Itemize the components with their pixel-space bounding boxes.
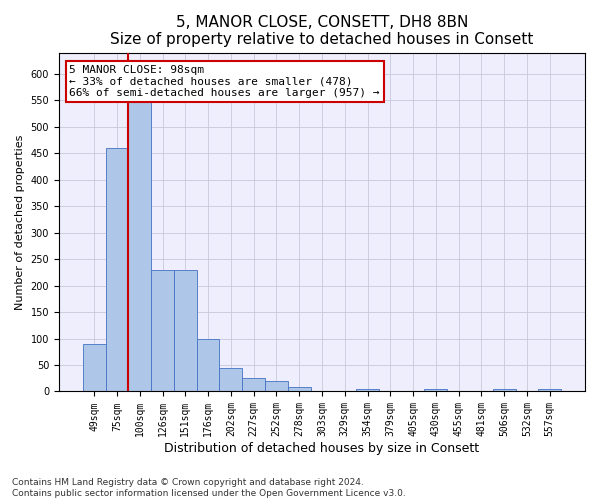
- Bar: [197, 338, 220, 392]
- Bar: [356, 389, 379, 392]
- Bar: [220, 368, 242, 392]
- Y-axis label: Number of detached properties: Number of detached properties: [15, 134, 25, 310]
- X-axis label: Distribution of detached houses by size in Consett: Distribution of detached houses by size …: [164, 442, 479, 455]
- Bar: [288, 387, 311, 392]
- Bar: [538, 389, 561, 392]
- Bar: [128, 74, 151, 392]
- Bar: [83, 344, 106, 392]
- Bar: [151, 270, 174, 392]
- Bar: [174, 270, 197, 392]
- Text: 5 MANOR CLOSE: 98sqm
← 33% of detached houses are smaller (478)
66% of semi-deta: 5 MANOR CLOSE: 98sqm ← 33% of detached h…: [70, 64, 380, 98]
- Bar: [242, 378, 265, 392]
- Bar: [265, 381, 288, 392]
- Title: 5, MANOR CLOSE, CONSETT, DH8 8BN
Size of property relative to detached houses in: 5, MANOR CLOSE, CONSETT, DH8 8BN Size of…: [110, 15, 533, 48]
- Bar: [106, 148, 128, 392]
- Bar: [424, 389, 447, 392]
- Text: Contains HM Land Registry data © Crown copyright and database right 2024.
Contai: Contains HM Land Registry data © Crown c…: [12, 478, 406, 498]
- Bar: [493, 389, 515, 392]
